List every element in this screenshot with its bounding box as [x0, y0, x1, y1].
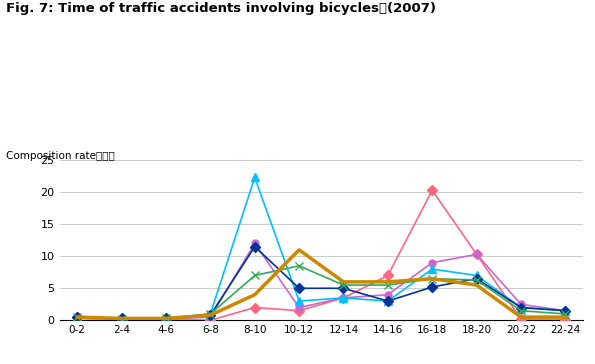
13-15	[251, 241, 258, 246]
13-15	[162, 317, 170, 321]
Text: Fig. 7: Time of traffic accidents involving bicycles　(2007): Fig. 7: Time of traffic accidents involv…	[6, 2, 436, 15]
Line: 65 or older: 65 or older	[77, 250, 565, 318]
55-64	[428, 277, 436, 281]
12 or younger	[562, 317, 569, 322]
55-64	[118, 317, 125, 321]
65 or older	[518, 315, 525, 319]
16-18	[207, 312, 214, 316]
12 or younger	[473, 252, 480, 257]
16-18	[473, 273, 480, 278]
55-64	[384, 283, 392, 287]
19-54	[340, 286, 347, 290]
55-64	[340, 283, 347, 287]
12 or younger	[251, 305, 258, 310]
13-15	[473, 252, 480, 257]
13-15	[207, 315, 214, 319]
12 or younger	[118, 317, 125, 321]
16-18	[562, 309, 569, 313]
Line: 12 or younger: 12 or younger	[74, 187, 569, 324]
19-54	[296, 286, 303, 290]
65 or older	[473, 283, 480, 287]
13-15	[562, 309, 569, 313]
Line: 55-64: 55-64	[73, 262, 569, 323]
Line: 16-18: 16-18	[73, 173, 569, 323]
19-54	[207, 313, 214, 317]
12 or younger	[207, 318, 214, 323]
65 or older	[207, 313, 214, 317]
12 or younger	[74, 315, 81, 319]
19-54	[518, 305, 525, 310]
65 or older	[251, 293, 258, 297]
19-54	[384, 299, 392, 303]
65 or older	[118, 316, 125, 321]
65 or older	[340, 280, 347, 284]
12 or younger	[296, 309, 303, 313]
19-54	[251, 245, 258, 249]
19-54	[562, 309, 569, 313]
19-54	[428, 285, 436, 289]
12 or younger	[384, 273, 392, 278]
19-54	[118, 316, 125, 321]
55-64	[296, 264, 303, 268]
55-64	[473, 278, 480, 282]
65 or older	[562, 315, 569, 319]
65 or older	[162, 316, 170, 321]
12 or younger	[162, 317, 170, 321]
13-15	[384, 293, 392, 297]
Line: 19-54: 19-54	[74, 243, 569, 322]
16-18	[251, 175, 258, 180]
65 or older	[384, 280, 392, 284]
16-18	[384, 299, 392, 303]
65 or older	[296, 248, 303, 252]
13-15	[118, 317, 125, 322]
16-18	[118, 317, 125, 321]
16-18	[518, 305, 525, 310]
19-54	[74, 315, 81, 319]
19-54	[162, 316, 170, 321]
65 or older	[428, 277, 436, 281]
16-18	[162, 316, 170, 321]
Line: 13-15: 13-15	[74, 240, 569, 323]
55-64	[162, 316, 170, 321]
12 or younger	[340, 296, 347, 300]
55-64	[562, 312, 569, 316]
13-15	[340, 296, 347, 300]
55-64	[251, 273, 258, 278]
55-64	[518, 309, 525, 313]
13-15	[518, 302, 525, 306]
13-15	[428, 261, 436, 265]
55-64	[207, 312, 214, 316]
16-18	[428, 267, 436, 271]
12 or younger	[518, 317, 525, 321]
16-18	[74, 315, 81, 319]
55-64	[74, 315, 81, 319]
13-15	[74, 316, 81, 321]
16-18	[296, 299, 303, 303]
12 or younger	[428, 188, 436, 193]
19-54	[473, 277, 480, 281]
65 or older	[74, 315, 81, 319]
13-15	[296, 305, 303, 310]
16-18	[340, 296, 347, 300]
Text: Composition rate（％）: Composition rate（％）	[6, 151, 115, 161]
